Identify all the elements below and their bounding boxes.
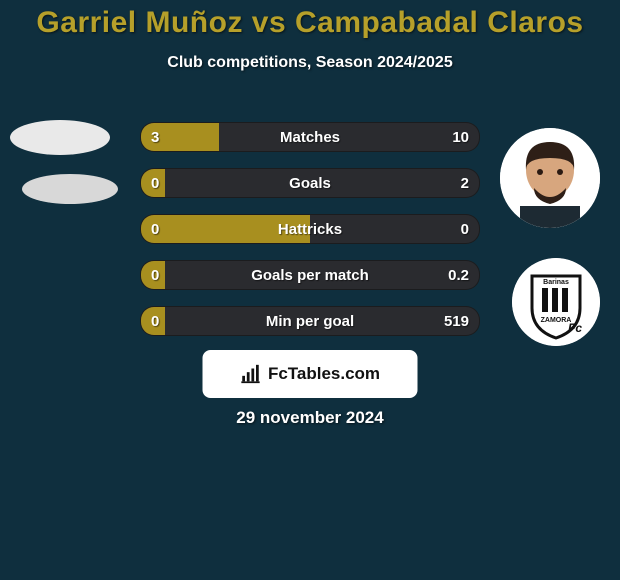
comparison-card: Garriel Muñoz vs Campabadal Claros Club …	[0, 0, 620, 580]
subtitle: Club competitions, Season 2024/2025	[0, 54, 620, 72]
stat-row: 0Hattricks0	[140, 214, 480, 244]
stat-label: Min per goal	[141, 307, 479, 335]
stat-label: Hattricks	[141, 215, 479, 243]
stat-right-value: 0	[461, 215, 469, 243]
bar-chart-icon	[240, 363, 262, 385]
svg-text:Barinas: Barinas	[543, 279, 569, 286]
brand-text: FcTables.com	[268, 364, 380, 384]
stat-label: Matches	[141, 123, 479, 151]
stat-right-value: 10	[452, 123, 469, 151]
stat-label: Goals per match	[141, 261, 479, 289]
page-title: Garriel Muñoz vs Campabadal Claros	[0, 0, 620, 40]
stat-label: Goals	[141, 169, 479, 197]
shield-icon: Barinas ZAMORA Fc	[512, 258, 600, 346]
stat-row: 0Min per goal519	[140, 306, 480, 336]
stat-row: 0Goals2	[140, 168, 480, 198]
player-left-avatar	[10, 120, 110, 155]
stat-row: 0Goals per match0.2	[140, 260, 480, 290]
player-right-avatar	[500, 128, 600, 228]
svg-text:ZAMORA: ZAMORA	[541, 317, 572, 324]
player-left-club-avatar	[22, 174, 118, 204]
person-icon	[500, 128, 600, 228]
stat-right-value: 519	[444, 307, 469, 335]
stat-rows: 3Matches100Goals20Hattricks00Goals per m…	[140, 122, 480, 352]
player-right-club-crest: Barinas ZAMORA Fc	[512, 258, 600, 346]
stat-right-value: 0.2	[448, 261, 469, 289]
svg-text:Fc: Fc	[568, 321, 582, 335]
stat-right-value: 2	[461, 169, 469, 197]
brand-box: FcTables.com	[203, 350, 418, 398]
date-text: 29 november 2024	[0, 408, 620, 428]
stat-row: 3Matches10	[140, 122, 480, 152]
